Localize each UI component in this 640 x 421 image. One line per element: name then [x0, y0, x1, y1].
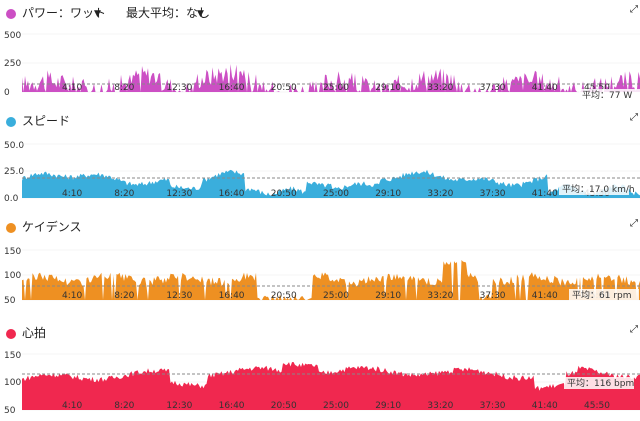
- heart-rate-header: 心拍 ⤢: [0, 324, 640, 344]
- expand-icon[interactable]: ⤢: [630, 4, 638, 15]
- x-tick-label: 25:00: [323, 401, 349, 411]
- chevron-down-icon[interactable]: ▼: [197, 9, 204, 19]
- y-tick-label: 150: [4, 247, 21, 257]
- x-tick-label: 29:10: [375, 401, 401, 411]
- speed-panel: スピード ⤢ 50.0 25.0 0.0 4:10 8:20 12:30 16:40 20:5…: [0, 112, 640, 212]
- speed-header: スピード ⤢: [0, 112, 640, 132]
- x-tick-label: 33:20: [427, 83, 453, 93]
- x-tick-label: 37:30: [480, 291, 506, 301]
- chevron-down-icon[interactable]: ▼: [94, 9, 101, 19]
- x-tick-label: 16:40: [219, 291, 245, 301]
- y-tick-label: 100: [4, 271, 21, 281]
- heart-rate-color-dot: [6, 329, 16, 339]
- cadence-header: ケイデンス ⤢: [0, 218, 640, 238]
- x-tick-label: 25:00: [323, 189, 349, 199]
- x-tick-label: 12:30: [166, 83, 192, 93]
- cadence-trace: [22, 260, 640, 300]
- hr-trace: [22, 362, 640, 410]
- x-tick-label: 8:20: [114, 401, 134, 411]
- average-label-bg: [579, 89, 640, 101]
- power-header: パワー：ワット ▼ 最大平均：なし ▼ ⤢: [0, 4, 640, 24]
- x-tick-label: 4:10: [62, 401, 82, 411]
- heart-rate-panel: 心拍 ⤢ 150 100 50 4:10 8:20 12:30 16:40 20:50 25:0…: [0, 324, 640, 421]
- y-tick-label: 25.0: [4, 167, 24, 177]
- max-average-selector[interactable]: 最大平均：なし: [126, 6, 211, 20]
- cadence-title[interactable]: ケイデンス: [22, 220, 82, 234]
- x-tick-label: 8:20: [114, 83, 134, 93]
- x-tick-label: 33:20: [427, 291, 453, 301]
- y-tick-label: 250: [4, 59, 21, 69]
- average-label: 平均：61 rpm: [572, 289, 632, 301]
- x-tick-label: 16:40: [219, 401, 245, 411]
- x-tick-label: 25:00: [323, 83, 349, 93]
- average-label: 平均：17.0 km/h: [562, 183, 635, 195]
- x-tick-label: 41:40: [532, 189, 558, 199]
- x-tick-label: 41:40: [532, 83, 558, 93]
- x-tick-label: 33:20: [427, 189, 453, 199]
- expand-icon[interactable]: ⤢: [630, 112, 638, 123]
- y-tick-label: 100: [4, 378, 21, 388]
- speed-chart: 50.0 25.0 0.0 4:10 8:20 12:30 16:40 20:50 25:00 2…: [4, 141, 640, 204]
- average-label-bg: [564, 377, 634, 389]
- x-tick-label: 4:10: [62, 291, 82, 301]
- y-tick-label: 50.0: [4, 141, 24, 151]
- x-tick-label: 37:30: [480, 189, 506, 199]
- cadence-panel: ケイデンス ⤢ 150 100 50 4:10 8:20 12:30 16:40 20:50 2…: [0, 218, 640, 318]
- x-tick-label: 33:20: [427, 401, 453, 411]
- x-tick-label: 12:30: [166, 401, 192, 411]
- y-tick-label: 50: [4, 406, 16, 416]
- expand-icon[interactable]: ⤢: [630, 324, 638, 335]
- y-tick-label: 0.0: [4, 194, 19, 204]
- x-tick-label: 45:50: [584, 83, 610, 93]
- x-tick-label: 20:50: [271, 291, 297, 301]
- expand-icon[interactable]: ⤢: [630, 218, 638, 229]
- y-tick-label: 150: [4, 351, 21, 361]
- x-tick-label: 16:40: [219, 189, 245, 199]
- heart-rate-title[interactable]: 心拍: [22, 326, 47, 340]
- average-label: 平均：77 W: [582, 89, 632, 101]
- x-tick-label: 41:40: [532, 401, 558, 411]
- x-tick-label: 20:50: [271, 83, 297, 93]
- speed-color-dot: [6, 117, 16, 127]
- x-tick-label: 12:30: [166, 189, 192, 199]
- heart-rate-chart: 150 100 50 4:10 8:20 12:30 16:40 20:50 25:00 29:1…: [4, 351, 640, 416]
- x-tick-label: 41:40: [532, 291, 558, 301]
- x-tick-label: 4:10: [62, 83, 82, 93]
- x-tick-label: 37:30: [480, 83, 506, 93]
- average-label: 平均：116 bpm: [567, 377, 634, 389]
- power-panel: パワー：ワット ▼ 最大平均：なし ▼ ⤢ 500 250 0 4:10 8:20 12:…: [0, 4, 640, 104]
- x-tick-label: 20:50: [271, 401, 297, 411]
- cadence-chart: 150 100 50 4:10 8:20 12:30 16:40 20:50 25:00 29:1…: [4, 247, 640, 306]
- x-tick-label: 12:30: [166, 291, 192, 301]
- cadence-color-dot: [6, 223, 16, 233]
- y-tick-label: 50: [4, 296, 16, 306]
- y-tick-label: 0: [4, 88, 10, 98]
- x-tick-label: 8:20: [114, 291, 134, 301]
- y-tick-label: 500: [4, 31, 21, 41]
- speed-trace: [22, 169, 640, 198]
- x-tick-label: 29:10: [375, 189, 401, 199]
- x-tick-label: 45:50: [584, 401, 610, 411]
- x-tick-label: 29:10: [375, 83, 401, 93]
- x-tick-label: 25:00: [323, 291, 349, 301]
- x-tick-label: 20:50: [271, 189, 297, 199]
- power-color-dot: [6, 9, 16, 19]
- speed-title[interactable]: スピード: [22, 114, 71, 128]
- x-tick-label: 4:10: [62, 189, 82, 199]
- x-tick-label: 37:30: [480, 401, 506, 411]
- average-label-bg: [559, 183, 629, 195]
- power-chart: 500 250 0 4:10 8:20 12:30 16:40 20:50 25:00 29:10…: [4, 31, 640, 101]
- power-title[interactable]: パワー：ワット: [22, 6, 107, 20]
- x-tick-label: 29:10: [375, 291, 401, 301]
- power-trace: [22, 64, 640, 92]
- average-label-bg: [569, 289, 639, 301]
- x-tick-label: 16:40: [219, 83, 245, 93]
- x-tick-label: 8:20: [114, 189, 134, 199]
